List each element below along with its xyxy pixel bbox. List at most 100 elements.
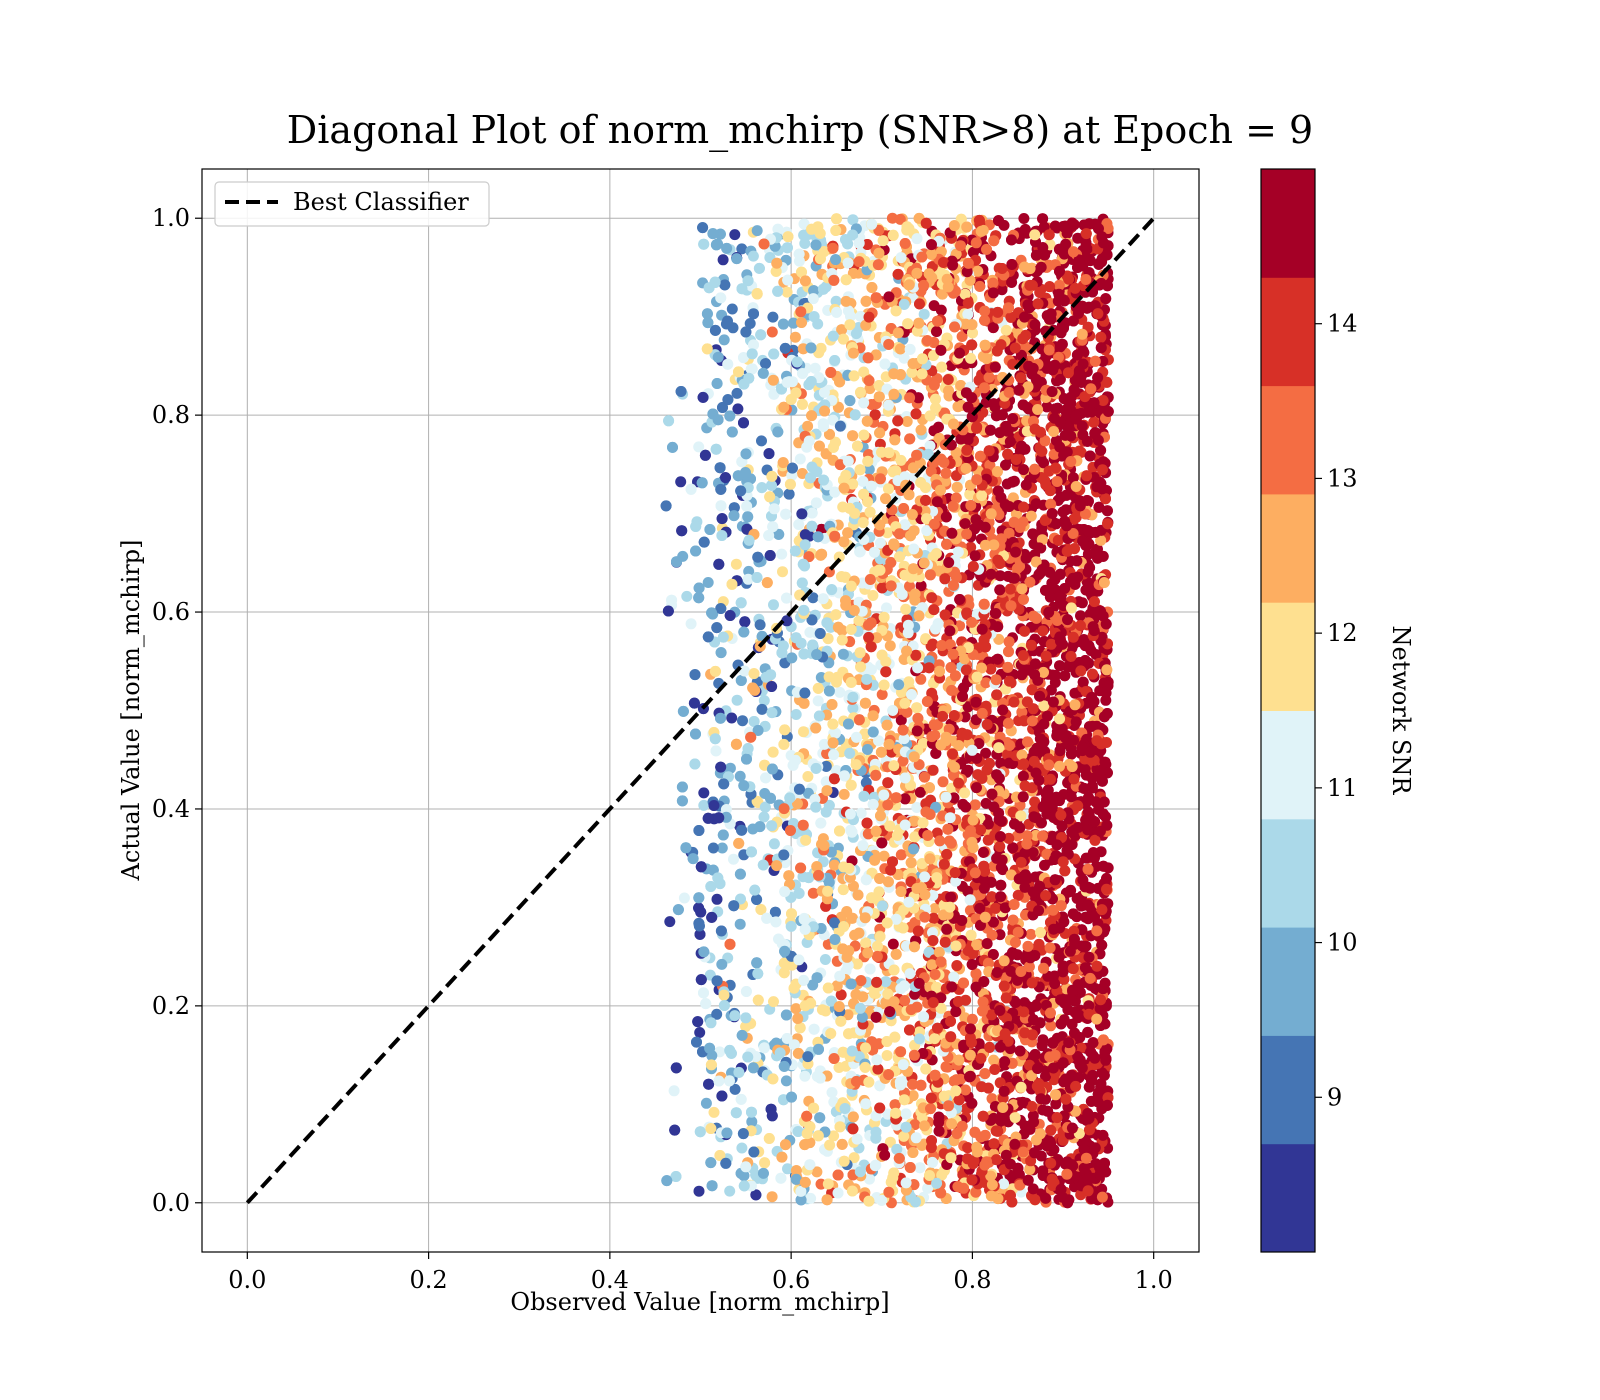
scatter-point xyxy=(722,315,733,327)
scatter-point xyxy=(915,580,927,592)
scatter-point xyxy=(876,689,888,700)
scatter-point xyxy=(678,892,690,904)
scatter-point xyxy=(693,441,705,453)
scatter-point xyxy=(802,771,814,782)
scatter-point xyxy=(1050,1098,1062,1110)
scatter-point xyxy=(702,577,714,588)
scatter-point xyxy=(756,435,767,447)
scatter-point xyxy=(848,1152,860,1164)
scatter-point xyxy=(847,702,859,714)
scatter-point xyxy=(884,640,896,652)
scatter-point xyxy=(812,695,824,707)
scatter-point xyxy=(681,590,693,602)
scatter-point xyxy=(1000,459,1011,471)
scatter-point xyxy=(809,362,821,374)
scatter-point xyxy=(872,940,883,952)
scatter-point xyxy=(707,842,719,854)
scatter-point xyxy=(777,566,788,578)
scatter-point xyxy=(772,223,784,235)
scatter-point xyxy=(873,886,885,898)
scatter-point xyxy=(1100,694,1112,706)
scatter-point xyxy=(776,548,788,560)
scatter-point xyxy=(966,1013,978,1025)
scatter-point xyxy=(1018,213,1030,224)
scatter-point xyxy=(734,918,746,930)
scatter-point xyxy=(717,254,729,266)
scatter-point xyxy=(728,853,739,865)
scatter-point xyxy=(881,1050,893,1061)
scatter-point xyxy=(1098,796,1110,808)
scatter-point xyxy=(864,1173,875,1185)
scatter-point xyxy=(729,1083,741,1095)
scatter-point xyxy=(711,1008,723,1020)
scatter-points xyxy=(660,212,1114,1209)
scatter-point xyxy=(819,954,831,965)
scatter-point xyxy=(664,916,676,928)
scatter-point xyxy=(742,573,754,585)
scatter-point xyxy=(734,770,746,782)
scatter-point xyxy=(756,703,768,715)
scatter-point xyxy=(1090,649,1102,660)
scatter-point xyxy=(758,695,770,707)
scatter-point xyxy=(731,387,743,399)
scatter-point xyxy=(904,580,915,592)
scatter-point xyxy=(724,1185,736,1197)
scatter-point xyxy=(993,633,1005,645)
scatter-point xyxy=(833,551,845,563)
scatter-point xyxy=(781,286,793,298)
scatter-point xyxy=(768,599,779,611)
scatter-point xyxy=(909,1119,921,1131)
scatter-point xyxy=(862,744,873,755)
scatter-point xyxy=(711,893,723,905)
chart-title: Diagonal Plot of norm_mchirp (SNR>8) at … xyxy=(287,108,1313,153)
scatter-point xyxy=(751,225,763,237)
scatter-point xyxy=(950,1006,962,1018)
scatter-point xyxy=(830,295,842,307)
scatter-point xyxy=(915,673,927,685)
scatter-point xyxy=(855,807,867,819)
scatter-point xyxy=(895,714,907,726)
scatter-point xyxy=(736,243,748,255)
scatter-point xyxy=(806,461,818,473)
scatter-point xyxy=(1075,610,1086,622)
scatter-point xyxy=(864,383,876,395)
scatter-point xyxy=(937,776,949,788)
scatter-point xyxy=(895,849,907,861)
scatter-point xyxy=(716,842,728,854)
scatter-point xyxy=(786,652,798,664)
scatter-point xyxy=(726,712,738,724)
scatter-point xyxy=(736,1142,748,1154)
scatter-point xyxy=(698,787,710,799)
scatter-point xyxy=(988,1054,1000,1066)
scatter-point xyxy=(668,1085,680,1097)
scatter-point xyxy=(873,735,884,747)
scatter-point xyxy=(798,726,809,738)
scatter-point xyxy=(847,214,859,226)
scatter-point xyxy=(874,537,886,549)
scatter-point xyxy=(900,603,912,615)
scatter-point xyxy=(929,903,941,914)
scatter-point xyxy=(969,550,981,562)
scatter-point xyxy=(675,476,687,488)
scatter-point xyxy=(1025,510,1037,522)
plot-area xyxy=(201,168,1200,1253)
scatter-point xyxy=(828,1130,840,1142)
scatter-point xyxy=(768,838,780,850)
scatter-point xyxy=(887,938,899,950)
scatter-point xyxy=(726,303,738,315)
scatter-point xyxy=(718,334,730,346)
scatter-point xyxy=(744,318,756,329)
scatter-point xyxy=(730,558,742,570)
scatter-point xyxy=(685,618,697,630)
scatter-point xyxy=(789,331,801,343)
scatter-point xyxy=(694,1027,706,1038)
scatter-point xyxy=(705,1017,717,1029)
scatter-point xyxy=(994,1077,1006,1089)
scatter-point xyxy=(834,686,846,698)
scatter-point xyxy=(1075,1042,1087,1054)
scatter-point xyxy=(980,747,992,759)
scatter-point xyxy=(1045,1020,1057,1032)
scatter-point xyxy=(724,762,736,774)
scatter-point xyxy=(737,715,748,727)
